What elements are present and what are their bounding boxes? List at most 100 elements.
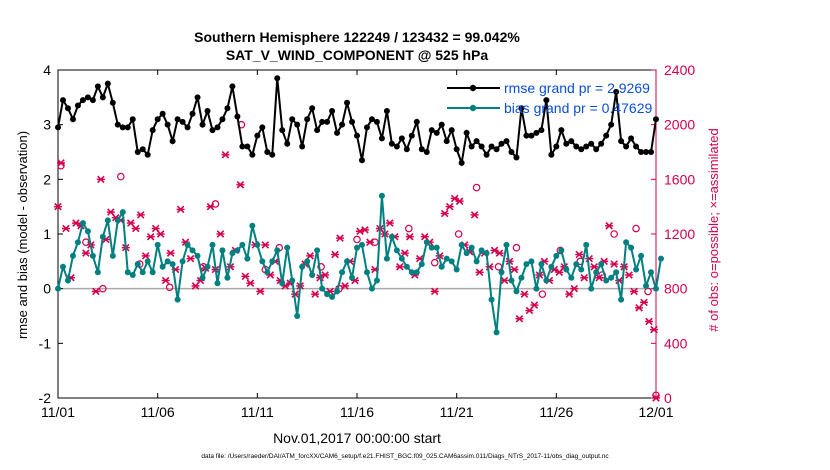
obs-possible-point (472, 183, 481, 192)
rmse-point (433, 129, 440, 136)
legend-bias-marker (469, 104, 477, 112)
y-right-tick-label: 2400 (664, 62, 695, 78)
bias-point (423, 239, 430, 246)
bias-point (344, 258, 351, 265)
obs-assimilated-point (650, 325, 659, 334)
y-left-tick-label: 0 (43, 281, 51, 297)
obs-assimilated-point (321, 271, 330, 279)
obs-assimilated-point (520, 290, 529, 298)
bias-point (608, 274, 615, 281)
rmse-point (249, 151, 256, 158)
bias-point (174, 296, 181, 303)
rmse-point (408, 132, 415, 139)
rmse-point (483, 151, 490, 158)
bias-point (329, 293, 336, 300)
bias-point (74, 239, 81, 246)
obs-assimilated-point (161, 276, 170, 285)
obs-assimilated-point (360, 226, 369, 234)
x-tick-label: 11/21 (440, 404, 474, 420)
rmse-point (508, 149, 515, 155)
bias-point (279, 280, 286, 287)
rmse-point (393, 143, 400, 150)
rmse-point (638, 149, 645, 155)
rmse-point (89, 97, 96, 104)
rmse-point (378, 135, 385, 142)
bias-point (453, 266, 460, 273)
obs-assimilated-point (54, 202, 62, 211)
rmse-point (224, 105, 231, 112)
obs-assimilated-point (156, 230, 165, 238)
rmse-point (423, 149, 430, 155)
rmse-point (633, 143, 640, 150)
rmse-point (94, 83, 101, 90)
rmse-point (174, 116, 181, 123)
bias-point (134, 261, 141, 268)
obs-assimilated-point (575, 250, 584, 259)
rmse-point (613, 88, 620, 95)
obs-possible-point (610, 230, 618, 238)
bias-point (473, 258, 480, 265)
obs-assimilated-point (365, 238, 374, 246)
bias-point (468, 244, 475, 251)
bias-point (578, 266, 585, 273)
rmse-point (239, 143, 246, 150)
rmse-point (254, 132, 261, 139)
rmse-point (259, 124, 266, 131)
y-left-tick-label: -1 (39, 335, 52, 351)
bias-point (528, 258, 535, 265)
bias-point (154, 241, 161, 248)
rmse-point (478, 143, 485, 150)
bias-point (99, 233, 106, 240)
bias-point (159, 263, 166, 270)
bias-point (638, 252, 645, 259)
bias-point (59, 263, 66, 270)
rmse-point (643, 149, 650, 155)
bias-point (388, 233, 395, 240)
obs-assimilated-point (91, 287, 100, 296)
bias-point (573, 261, 580, 268)
bias-point (119, 209, 126, 216)
bias-point (488, 296, 495, 303)
bias-point (254, 241, 261, 248)
bias-point (613, 269, 620, 276)
obs-assimilated-point (206, 202, 215, 211)
y-axis-label-left: rmse and bias (model - observation) (15, 131, 30, 339)
obs-assimilated-point (590, 263, 599, 271)
bias-point (269, 258, 276, 265)
bias-point (378, 192, 385, 199)
bias-point (458, 241, 465, 248)
bias-point (368, 285, 375, 292)
rmse-point (598, 140, 605, 147)
obs-assimilated-point (530, 301, 539, 309)
bias-point (184, 241, 191, 248)
bias-point (603, 277, 610, 284)
x-tick-label: 11/01 (41, 404, 75, 420)
obs-assimilated-point (475, 268, 484, 277)
obs-assimilated-point (580, 273, 589, 282)
rmse-point (284, 140, 291, 147)
rmse-point (603, 132, 610, 139)
obs-assimilated-point (640, 298, 649, 307)
bias-point (393, 247, 400, 254)
footer-data-file: data file: /Users/raeder/DAI/ATM_forcXX/… (201, 453, 609, 460)
rmse-point (498, 140, 505, 147)
rmse-point (229, 83, 236, 90)
rmse-point (398, 135, 405, 142)
rmse-point (184, 124, 191, 131)
bias-point (349, 274, 356, 281)
x-tick-label: 11/11 (241, 404, 274, 420)
bias-point (498, 269, 505, 276)
bias-point (628, 244, 635, 251)
bias-point (289, 277, 296, 284)
rmse-point (443, 138, 450, 145)
obs-assimilated-point (430, 287, 439, 296)
rmse-point (593, 146, 600, 153)
bias-point (438, 263, 445, 270)
rmse-point (373, 118, 380, 125)
obs-assimilated-point (136, 211, 145, 219)
obs-assimilated-point (645, 317, 654, 326)
rmse-point (329, 108, 336, 114)
bias-point (643, 282, 650, 289)
obs-possible-point (116, 172, 125, 181)
obs-assimilated-point (96, 175, 105, 184)
